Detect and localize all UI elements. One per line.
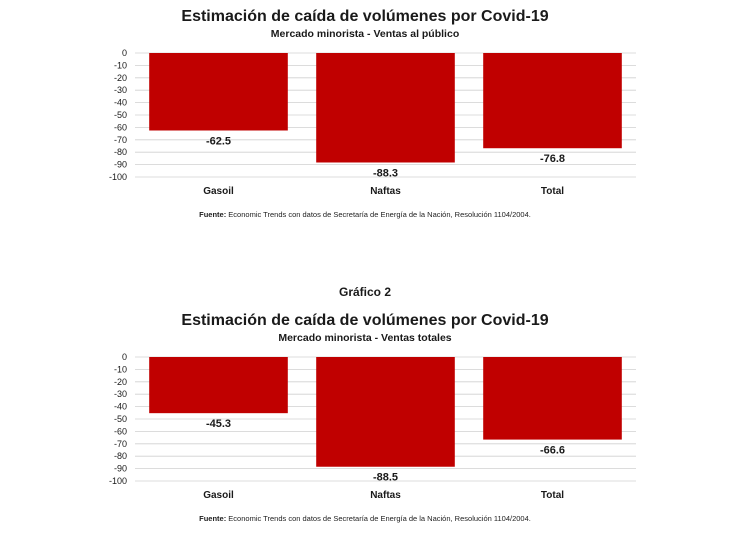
y-tick-label: -100 [109, 476, 127, 486]
bar-naftas [316, 357, 455, 467]
y-tick-label: -50 [114, 414, 127, 424]
bar-naftas [316, 53, 455, 163]
chart-1-source-text: Economic Trends con datos de Secretaría … [226, 210, 531, 219]
chart-2-source-label: Fuente: [199, 514, 227, 523]
y-tick-label: -50 [114, 110, 127, 120]
chart-2-subtitle: Mercado minorista - Ventas totales [278, 332, 452, 344]
data-label: -62.5 [206, 136, 231, 148]
bar-total [483, 53, 622, 149]
chart-1-plot: 0 -10 -20 -30 -40 -50 -60 -70 -80 -90 -100 -62.5 Gas… [109, 48, 636, 197]
x-tick-label: Naftas [370, 186, 401, 197]
y-tick-label: -30 [114, 389, 127, 399]
bar-gasoil [149, 53, 288, 131]
grafico-2-label: Gráfico 2 [338, 285, 392, 299]
y-tick-label: -70 [114, 439, 127, 449]
chart-1-title: Estimación de caída de volúmenes por Cov… [181, 8, 549, 25]
y-tick-label: -90 [114, 160, 127, 170]
data-label: -88.5 [373, 472, 398, 484]
y-tick-label: -20 [114, 73, 127, 83]
chart-2-source: Fuente: Economic Trends con datos de Sec… [0, 514, 730, 523]
y-tick-label: 0 [122, 352, 127, 362]
y-tick-label: -10 [114, 364, 127, 374]
y-tick-label: -60 [114, 122, 127, 132]
y-tick-label: -90 [114, 464, 127, 474]
data-label: -66.6 [540, 445, 565, 457]
y-tick-label: -40 [114, 402, 127, 412]
chart-2-plot: 0 -10 -20 -30 -40 -50 -60 -70 -80 -90 -100 -45.3 Gas… [109, 352, 636, 501]
y-tick-label: -20 [114, 377, 127, 387]
bar-total [483, 357, 622, 440]
chart-2-title: Estimación de caída de volúmenes por Cov… [181, 312, 549, 329]
data-label: -45.3 [206, 418, 231, 430]
x-tick-label: Gasoil [203, 186, 234, 197]
chart-1: Estimación de caída de volúmenes por Cov… [0, 0, 730, 230]
chart-1-source-label: Fuente: [199, 210, 227, 219]
data-label: -88.3 [373, 167, 398, 179]
y-tick-label: -60 [114, 426, 127, 436]
x-tick-label: Total [541, 490, 564, 501]
x-tick-label: Gasoil [203, 490, 234, 501]
data-label: -76.8 [540, 153, 565, 165]
y-tick-label: -80 [114, 451, 127, 461]
y-tick-label: -40 [114, 98, 127, 108]
x-tick-label: Total [541, 186, 564, 197]
chart-2-source-text: Economic Trends con datos de Secretaría … [226, 514, 531, 523]
chart-1-source: Fuente: Economic Trends con datos de Sec… [0, 210, 730, 219]
y-tick-label: 0 [122, 48, 127, 58]
y-tick-label: -70 [114, 135, 127, 145]
y-tick-label: -10 [114, 60, 127, 70]
chart-2: Estimación de caída de volúmenes por Cov… [0, 304, 730, 534]
x-tick-label: Naftas [370, 490, 401, 501]
chart-1-subtitle: Mercado minorista - Ventas al público [270, 28, 460, 40]
y-tick-label: -100 [109, 172, 127, 182]
y-tick-label: -30 [114, 85, 127, 95]
bar-gasoil [149, 357, 288, 414]
y-tick-label: -80 [114, 147, 127, 157]
